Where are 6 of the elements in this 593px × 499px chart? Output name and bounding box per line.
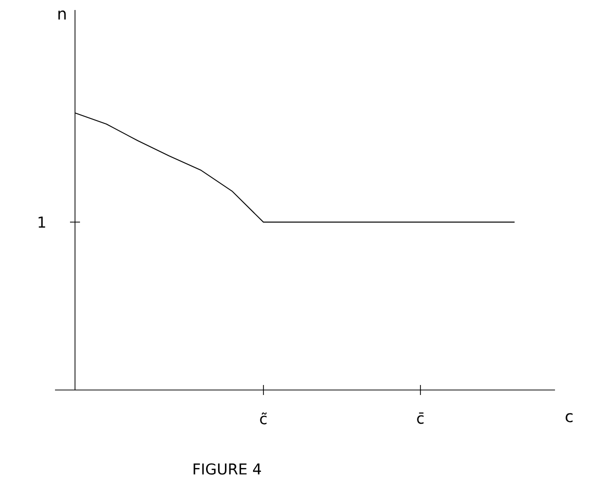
x-tick-label: c̃ [260, 412, 267, 424]
text: 1 [38, 216, 46, 228]
text: n [58, 10, 66, 20]
x-axis-title: c [566, 413, 573, 422]
x-tick-label: c̄ [417, 412, 424, 424]
text: FIGURE 4 [194, 463, 261, 475]
